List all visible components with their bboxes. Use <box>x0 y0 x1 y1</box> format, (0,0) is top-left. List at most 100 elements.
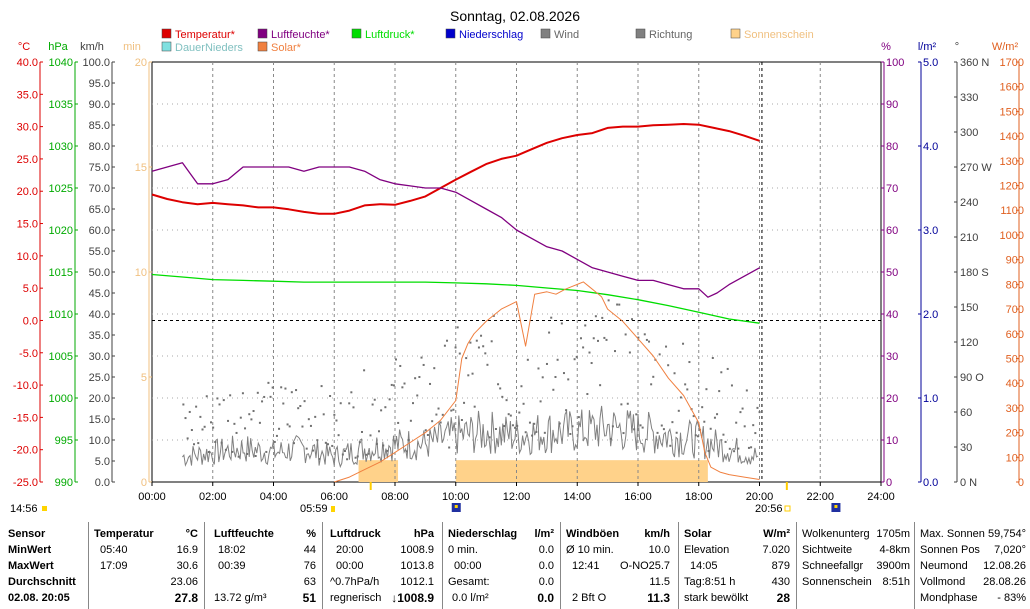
y-tick-label: 60 <box>886 225 898 237</box>
press-max-time: 00:00 <box>336 560 364 572</box>
direction-point <box>284 387 287 390</box>
direction-point <box>405 450 408 453</box>
direction-point <box>265 450 268 453</box>
direction-point <box>471 372 474 375</box>
solar-day: Tag:8:51 h <box>684 576 736 588</box>
legend-entry: Niederschlag <box>459 29 523 41</box>
direction-point <box>446 339 449 342</box>
unit-label-direction: ° <box>955 41 959 53</box>
y-tick-label: 30.0 <box>17 122 38 134</box>
divider <box>914 522 915 609</box>
direction-point <box>233 422 236 425</box>
new-moon-label: Neumond <box>920 560 968 572</box>
chart-title: Sonntag, 02.08.2026 <box>450 8 580 24</box>
divider <box>88 522 89 609</box>
direction-point <box>541 376 544 379</box>
direction-point <box>624 333 627 336</box>
solar-avg: 430 <box>771 576 790 588</box>
direction-point <box>514 426 517 429</box>
direction-point <box>414 377 417 380</box>
divider <box>204 522 205 609</box>
solar-header: Solar <box>684 528 712 540</box>
y-tick-label: 50.0 <box>89 267 110 279</box>
x-tick-label: 16:00 <box>624 491 652 503</box>
x-tick-label: 20:00 <box>746 491 774 503</box>
direction-point <box>244 427 247 430</box>
direction-point <box>499 387 502 390</box>
direction-point <box>352 406 355 409</box>
direction-point <box>573 358 576 361</box>
pressure-unit: hPa <box>413 528 434 540</box>
hum-now: 51 <box>302 591 316 605</box>
y-tick-label: 25.0 <box>89 372 110 384</box>
direction-point <box>443 344 446 347</box>
wind-header: Windböen <box>566 528 620 540</box>
direction-point <box>503 425 506 428</box>
direction-point <box>579 337 582 340</box>
direction-point <box>263 395 266 398</box>
direction-point <box>662 428 665 431</box>
direction-point <box>660 424 663 427</box>
y-tick-label: 1030 <box>49 141 73 153</box>
sunrise-label: 05:59 <box>300 503 328 515</box>
y-tick-label: 1000 <box>49 393 73 405</box>
direction-point <box>422 363 425 366</box>
direction-point <box>537 367 540 370</box>
solar-column: Solar W/m² Elevation 7.020 14:05 879 Tag… <box>684 522 792 609</box>
rain-r1-value: 0.0 <box>538 544 554 556</box>
y-tick-label: 0 <box>141 477 147 489</box>
direction-point <box>339 402 342 405</box>
x-tick-label: 18:00 <box>685 491 713 503</box>
direction-point <box>454 346 457 349</box>
x-tick-label: 24:00 <box>867 491 895 503</box>
y-tick-label: 990 <box>55 477 73 489</box>
rain-unit: l/m² <box>534 528 554 540</box>
direction-point <box>235 431 238 434</box>
unit-label-humidity: % <box>881 41 891 53</box>
direction-point <box>673 372 676 375</box>
now-label: 02.08. 20:05 <box>8 592 70 604</box>
temp-min: 16.9 <box>176 544 198 556</box>
solar-sky: stark bewölkt <box>684 592 749 604</box>
y-tick-label: 0.0 <box>23 315 38 327</box>
direction-point <box>552 388 555 391</box>
sunrise-icon <box>331 506 335 512</box>
direction-point <box>207 451 210 454</box>
direction-point <box>329 395 332 398</box>
press-max: 1013.8 <box>400 560 434 572</box>
avg-label: Durchschnitt <box>8 576 76 588</box>
pressure-column: Luftdruck hPa 20:00 1008.9 00:00 1013.8 … <box>328 522 438 609</box>
direction-point <box>724 440 727 443</box>
cloud-base-label: Wolkenunterg <box>802 528 870 540</box>
direction-point <box>550 316 553 319</box>
pressure-header: Luftdruck <box>330 528 381 540</box>
y-tick-label: 1200 <box>1000 181 1024 193</box>
wind-avg: 11.5 <box>649 576 670 588</box>
hum-avg: 63 <box>303 576 316 588</box>
y-tick-label: 0.0 <box>95 477 110 489</box>
y-tick-label: 1005 <box>49 351 73 363</box>
direction-point <box>397 421 400 424</box>
hum-min-time: 18:02 <box>218 544 246 556</box>
press-now: ↓1008.9 <box>391 591 434 605</box>
y-tick-label: 90.0 <box>89 99 110 111</box>
rain-now: 0.0 <box>537 591 554 605</box>
y-tick-label: 400 <box>1006 378 1024 390</box>
direction-point <box>401 386 404 389</box>
direction-point <box>320 385 323 388</box>
direction-point <box>756 406 759 409</box>
y-tick-label: 60.0 <box>89 225 110 237</box>
y-tick-label: 330 <box>960 92 978 104</box>
direction-point <box>218 403 221 406</box>
direction-point <box>728 447 731 450</box>
wind-unit: km/h <box>644 528 670 540</box>
summary-panel: Sensor MinWert MaxWert Durchschnitt 02.0… <box>0 522 1030 609</box>
y-tick-label: 4.0 <box>923 141 938 153</box>
direction-point <box>375 442 378 445</box>
direction-point <box>516 424 519 427</box>
divider <box>560 522 561 609</box>
y-axes: 40.0 35.0 30.0 25.0 20.0 15.0 10.0 5.0 0.0 -5.0 -1… <box>13 57 1024 489</box>
y-tick-label: 35.0 <box>17 89 38 101</box>
y-tick-label: 150 <box>960 302 978 314</box>
